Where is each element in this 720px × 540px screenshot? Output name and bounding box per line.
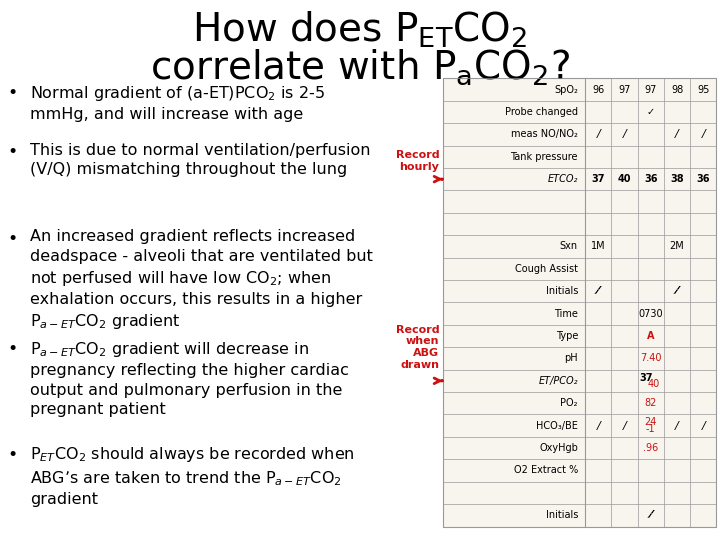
Bar <box>443 78 716 526</box>
Text: Normal gradient of (a-ET)PCO$_2$ is 2-5
mmHg, and will increase with age: Normal gradient of (a-ET)PCO$_2$ is 2-5 … <box>30 84 325 122</box>
Text: A: A <box>647 331 654 341</box>
Text: Tank pressure: Tank pressure <box>510 152 578 162</box>
Text: 98: 98 <box>671 84 683 94</box>
Text: /: / <box>675 421 679 431</box>
Text: /: / <box>623 421 626 431</box>
Text: 38: 38 <box>670 174 684 184</box>
Text: ET/PCO₂: ET/PCO₂ <box>539 376 578 386</box>
Text: 97: 97 <box>644 84 657 94</box>
Text: Probe changed: Probe changed <box>505 107 578 117</box>
Text: Initials: Initials <box>546 286 578 296</box>
Text: •: • <box>8 446 18 463</box>
Text: 40: 40 <box>647 379 660 388</box>
Text: •: • <box>8 84 18 102</box>
Text: ⁄⁄: ⁄⁄ <box>597 286 600 296</box>
Text: 37: 37 <box>591 174 605 184</box>
Text: 24: 24 <box>644 417 657 427</box>
Text: 2M: 2M <box>670 241 685 252</box>
Text: 0730: 0730 <box>639 308 663 319</box>
Text: •: • <box>8 340 18 358</box>
Text: 40: 40 <box>618 174 631 184</box>
Text: •: • <box>8 230 18 247</box>
Text: O2 Extract %: O2 Extract % <box>513 465 578 476</box>
Text: pH: pH <box>564 353 578 363</box>
Text: ⁄⁄: ⁄⁄ <box>675 286 679 296</box>
Text: This is due to normal ventilation/perfusion
(V/Q) mismatching throughout the lun: This is due to normal ventilation/perfus… <box>30 143 371 177</box>
Text: correlate with $\mathregular{P_aCO_2}$?: correlate with $\mathregular{P_aCO_2}$? <box>150 48 570 87</box>
Text: PO₂: PO₂ <box>560 398 578 408</box>
Text: 7.40: 7.40 <box>640 353 662 363</box>
Text: ETCO₂: ETCO₂ <box>548 174 578 184</box>
Text: 96: 96 <box>592 84 604 94</box>
Text: SpO₂: SpO₂ <box>554 84 578 94</box>
Text: 36: 36 <box>644 174 657 184</box>
Text: /: / <box>675 129 679 139</box>
Text: Initials: Initials <box>546 510 578 521</box>
Text: How does $\mathregular{P_{ET}CO_2}$: How does $\mathregular{P_{ET}CO_2}$ <box>192 10 528 50</box>
Text: 97: 97 <box>618 84 631 94</box>
Text: ✓: ✓ <box>647 107 654 117</box>
Text: /: / <box>701 129 705 139</box>
Text: ⁄⁄: ⁄⁄ <box>649 510 652 521</box>
Text: P$_{a-ET}$CO$_2$ gradient will decrease in
pregnancy reflecting the higher cardi: P$_{a-ET}$CO$_2$ gradient will decrease … <box>30 340 349 417</box>
Text: Cough Assist: Cough Assist <box>515 264 578 274</box>
Text: An increased gradient reflects increased
deadspace - alveoli that are ventilated: An increased gradient reflects increased… <box>30 230 373 330</box>
Text: 1M: 1M <box>591 241 606 252</box>
Text: P$_{ET}$CO$_2$ should always be recorded when
ABG’s are taken to trend the P$_{a: P$_{ET}$CO$_2$ should always be recorded… <box>30 446 355 507</box>
Text: -1: -1 <box>646 424 655 434</box>
Text: 37: 37 <box>639 373 653 383</box>
Text: Time: Time <box>554 308 578 319</box>
Text: Record
when
ABG
drawn: Record when ABG drawn <box>395 325 439 369</box>
Text: Record
hourly: Record hourly <box>395 151 439 172</box>
Text: 36: 36 <box>696 174 710 184</box>
Text: /: / <box>701 421 705 431</box>
Text: OxyHgb: OxyHgb <box>539 443 578 453</box>
Text: •: • <box>8 143 18 161</box>
Text: 95: 95 <box>697 84 709 94</box>
Text: 82: 82 <box>644 398 657 408</box>
Text: Sxn: Sxn <box>560 241 578 252</box>
Text: /: / <box>596 421 600 431</box>
Text: HCO₃/BE: HCO₃/BE <box>536 421 578 431</box>
Text: meas NO/NO₂: meas NO/NO₂ <box>511 129 578 139</box>
Text: Type: Type <box>556 331 578 341</box>
Text: /: / <box>596 129 600 139</box>
Text: /: / <box>623 129 626 139</box>
Text: .96: .96 <box>643 443 658 453</box>
